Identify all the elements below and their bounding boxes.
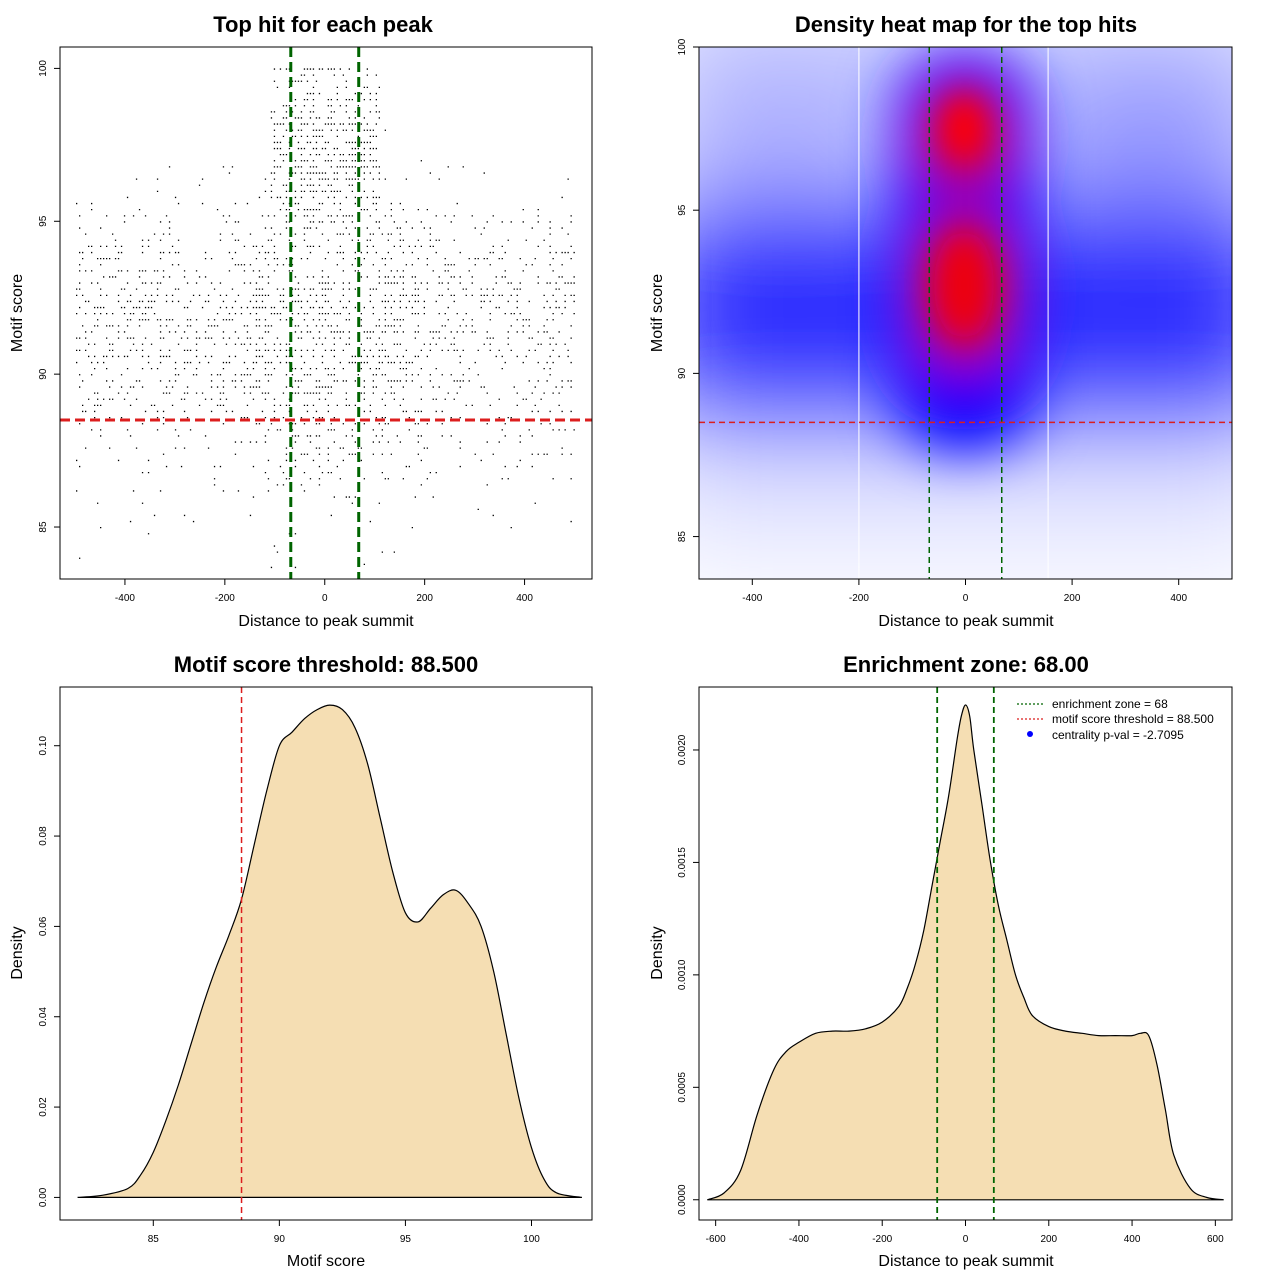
y-tick-label: 100 xyxy=(38,60,49,77)
enrichment-density-ylabel: Density xyxy=(649,926,666,979)
enrichment-density-panel: Enrichment zone: 68.00 Distance to peak … xyxy=(649,652,1233,1270)
scatter-xlabel: Distance to peak summit xyxy=(238,613,414,630)
score-density-title: Motif score threshold: 88.500 xyxy=(174,652,478,677)
x-tick-label: 200 xyxy=(1040,1234,1057,1245)
y-tick-label: 100 xyxy=(677,38,688,55)
score-density-panel: Motif score threshold: 88.500 Motif scor… xyxy=(9,652,593,1270)
enrichment-density-xlabel: Distance to peak summit xyxy=(878,1253,1054,1270)
heatmap-reference-lines xyxy=(699,47,1232,579)
x-tick-label: 85 xyxy=(148,1234,160,1245)
y-tick-label: 0.0000 xyxy=(677,1184,688,1215)
heatmap-ylabel: Motif score xyxy=(649,274,666,352)
x-tick-label: 0 xyxy=(322,593,328,604)
y-tick-label: 0.04 xyxy=(38,1007,49,1027)
scatter-points xyxy=(76,68,575,569)
scatter-ylabel: Motif score xyxy=(9,274,26,352)
x-tick-label: 600 xyxy=(1207,1234,1224,1245)
y-tick-label: 0.08 xyxy=(38,826,49,846)
y-tick-label: 85 xyxy=(677,531,688,543)
y-tick-label: 85 xyxy=(38,521,49,533)
x-tick-label: 95 xyxy=(400,1234,412,1245)
x-tick-label: -400 xyxy=(789,1234,809,1245)
x-tick-label: 400 xyxy=(516,593,533,604)
heatmap-x-axis: -400 -200 0 200 400 xyxy=(742,578,1187,604)
y-tick-label: 90 xyxy=(38,368,49,380)
heatmap-hotspots xyxy=(934,93,994,340)
x-tick-label: -200 xyxy=(215,593,235,604)
y-tick-label: 0.0005 xyxy=(677,1072,688,1103)
score-density-x-axis: 85 90 95 100 xyxy=(148,1219,540,1245)
y-tick-label: 0.0020 xyxy=(677,734,688,765)
y-tick-label: 95 xyxy=(677,204,688,216)
score-density-ylabel: Density xyxy=(9,926,26,979)
scatter-y-axis: 85 90 95 100 xyxy=(38,60,61,533)
score-density-y-axis: 0.00 0.02 0.04 0.06 0.08 0.10 xyxy=(38,736,61,1207)
y-tick-label: 0.0015 xyxy=(677,847,688,878)
x-tick-label: 0 xyxy=(963,1234,969,1245)
x-tick-label: -200 xyxy=(849,593,869,604)
y-tick-label: 0.0010 xyxy=(677,959,688,990)
scatter-x-axis: -400 -200 0 200 400 xyxy=(115,578,533,604)
x-tick-label: 200 xyxy=(416,593,433,604)
legend-label-centrality: centrality p-val = -2.7095 xyxy=(1052,728,1184,742)
enrichment-density-x-axis: -600 -400 -200 0 200 400 600 xyxy=(706,1219,1224,1245)
legend-label-enrichment-zone: enrichment zone = 68 xyxy=(1052,697,1168,711)
x-tick-label: -400 xyxy=(115,593,135,604)
heatmap-panel: Density heat map for the top hits Distan… xyxy=(649,12,1233,630)
enrichment-density-title: Enrichment zone: 68.00 xyxy=(843,652,1089,677)
x-tick-label: -200 xyxy=(872,1234,892,1245)
y-tick-label: 95 xyxy=(38,215,49,227)
x-tick-label: 200 xyxy=(1064,593,1081,604)
y-tick-label: 90 xyxy=(677,367,688,379)
enrichment-density-curve xyxy=(707,704,1224,1201)
y-tick-label: 0.02 xyxy=(38,1097,49,1117)
x-tick-label: 90 xyxy=(274,1234,286,1245)
scatter-title: Top hit for each peak xyxy=(213,12,433,37)
y-tick-label: 0.06 xyxy=(38,916,49,936)
x-tick-label: 100 xyxy=(523,1234,540,1245)
x-tick-label: 400 xyxy=(1170,593,1187,604)
heatmap-density xyxy=(699,47,1232,579)
legend-key-centrality xyxy=(1027,731,1033,737)
enrichment-density-y-axis: 0.0000 0.0005 0.0010 0.0015 0.0020 xyxy=(677,734,700,1215)
legend: enrichment zone = 68 motif score thresho… xyxy=(1017,697,1214,742)
scatter-panel: Top hit for each peak Distance to peak s… xyxy=(9,12,593,630)
enrichment-zone-lines xyxy=(936,687,995,1220)
y-tick-label: 0.00 xyxy=(38,1187,49,1207)
heatmap-title: Density heat map for the top hits xyxy=(795,12,1137,37)
x-tick-label: 0 xyxy=(963,593,969,604)
x-tick-label: 400 xyxy=(1124,1234,1141,1245)
heatmap-xlabel: Distance to peak summit xyxy=(878,613,1054,630)
y-tick-label: 0.10 xyxy=(38,736,49,756)
x-tick-label: -400 xyxy=(742,593,762,604)
scatter-point-cloud xyxy=(76,68,575,569)
scatter-reference-lines xyxy=(60,47,592,579)
x-tick-label: -600 xyxy=(706,1234,726,1245)
heatmap-y-axis: 85 90 95 100 xyxy=(677,38,700,543)
score-density-curve xyxy=(77,704,582,1198)
score-density-xlabel: Motif score xyxy=(287,1253,365,1270)
legend-label-motif-threshold: motif score threshold = 88.500 xyxy=(1052,712,1214,726)
